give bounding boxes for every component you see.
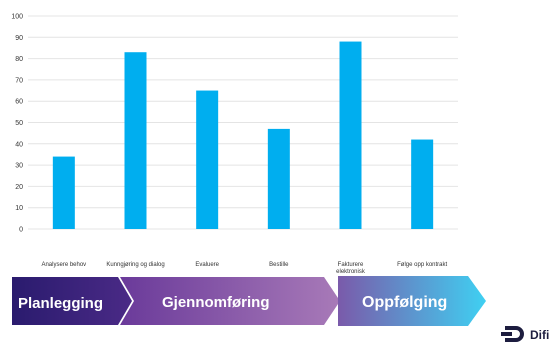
- category-label: Kunngjøring og dialog: [106, 262, 164, 268]
- phase-label-oppfolging: Oppfølging: [362, 294, 447, 311]
- y-tick-label: 100: [11, 14, 23, 21]
- category-label: elektronisk: [336, 269, 366, 275]
- bar: [339, 41, 362, 230]
- y-tick-label: 10: [15, 205, 23, 212]
- phase-banner: Planlegging Gjennomføring Oppfølging: [12, 276, 486, 326]
- y-tick-label: 30: [15, 163, 23, 170]
- category-label: Bestille: [269, 262, 289, 268]
- category-label: Fakturere: [338, 262, 364, 268]
- category-labels: Analysere behov Kunngjøring og dialog Eval…: [41, 262, 447, 275]
- bar: [124, 52, 147, 230]
- phase-arrow-planlegging: [12, 277, 132, 325]
- category-label: Følge opp kontrakt: [397, 262, 447, 268]
- logo-text: Difi: [530, 328, 549, 342]
- category-label: Evaluere: [195, 262, 219, 268]
- y-tick-label: 20: [15, 184, 23, 191]
- bar: [267, 128, 290, 229]
- y-axis-ticks: 0 10 20 30 40 50 60 70 80 90 100: [11, 14, 23, 234]
- phase-label-planlegging: Planlegging: [18, 295, 103, 312]
- y-tick-label: 40: [15, 141, 23, 148]
- phase-arrow-gjennomforing: [120, 277, 340, 325]
- y-tick-label: 80: [15, 56, 23, 63]
- bar: [52, 156, 75, 229]
- gridlines: [28, 15, 458, 230]
- y-tick-label: 90: [15, 35, 23, 42]
- bars: [52, 41, 434, 230]
- difi-logo: Difi: [501, 326, 549, 342]
- phase-arrow-oppfolging: [338, 276, 486, 326]
- bar: [196, 90, 219, 229]
- y-tick-label: 60: [15, 99, 23, 106]
- y-tick-label: 50: [15, 120, 23, 127]
- y-tick-label: 0: [19, 227, 23, 234]
- bar: [411, 139, 434, 229]
- y-tick-label: 70: [15, 77, 23, 84]
- phase-label-gjennomforing: Gjennomføring: [162, 294, 270, 311]
- category-label: Analysere behov: [41, 262, 86, 268]
- difi-logo-icon: [501, 326, 524, 342]
